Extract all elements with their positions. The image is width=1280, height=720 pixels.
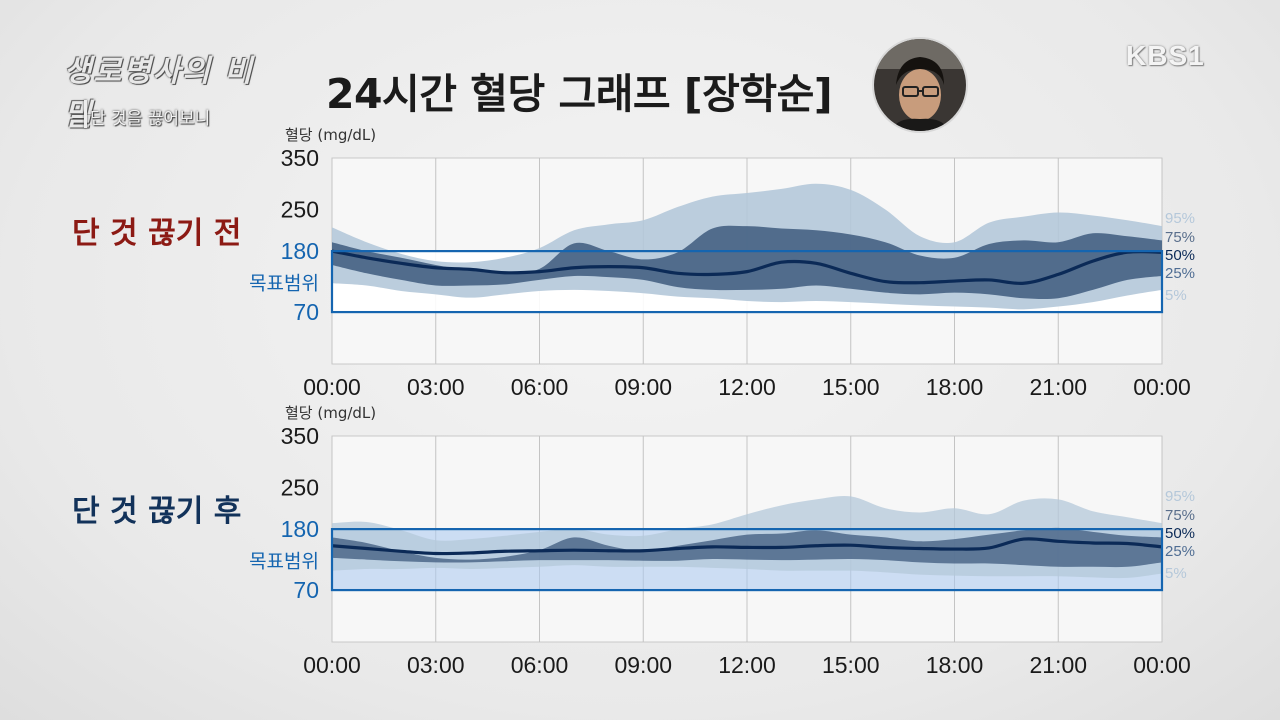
percentile-label: 5%	[1165, 565, 1187, 582]
y-axis-label: 혈당 (mg/dL)	[285, 126, 376, 144]
x-tick-label: 15:00	[822, 652, 880, 678]
percentile-label: 75%	[1165, 507, 1195, 524]
y-tick-label: 70	[293, 577, 319, 603]
x-tick-label: 09:00	[614, 374, 672, 400]
y-tick-label: 180	[281, 238, 319, 264]
target-range-box	[330, 250, 1164, 314]
y-tick-label: 350	[281, 145, 319, 171]
avatar	[874, 39, 966, 131]
percentile-label: 75%	[1165, 229, 1195, 246]
series-line-median	[331, 537, 1163, 556]
percentile-label: 25%	[1165, 265, 1195, 282]
episode-subtitle: 단 것을 끊어보니	[90, 109, 211, 129]
x-tick-label: 06:00	[511, 374, 569, 400]
percentile-label: 25%	[1165, 543, 1195, 560]
chart-panel-after: 00:00 03:00 06:00 09:00 12:00 15:00 18:00 21:00…	[72, 404, 1195, 678]
percentile-label: 50%	[1165, 525, 1195, 542]
percentile-label: 95%	[1165, 210, 1195, 227]
panel-title: 단 것 끊기 후	[72, 494, 241, 529]
channel-logo: KBS1	[1126, 40, 1205, 71]
logo-divider	[84, 100, 87, 128]
y-tick-label: 250	[281, 197, 319, 223]
x-tick-label: 00:00	[303, 652, 361, 678]
x-tick-label: 00:00	[303, 374, 361, 400]
percentile-label: 95%	[1165, 488, 1195, 505]
series-line-median	[331, 249, 1163, 285]
page-title: 24시간 혈당 그래프 [장학순]	[326, 70, 833, 118]
x-tick-label: 12:00	[718, 374, 776, 400]
x-tick-label: 21:00	[1029, 374, 1087, 400]
percentile-label: 50%	[1165, 247, 1195, 264]
x-tick-label: 03:00	[407, 652, 465, 678]
x-tick-label: 06:00	[511, 652, 569, 678]
panel-title: 단 것 끊기 전	[72, 216, 241, 251]
target-range-label: 목표범위	[249, 273, 319, 295]
person-photo-icon	[874, 39, 966, 131]
x-tick-label: 12:00	[718, 652, 776, 678]
program-logo: 생로병사의 비밀 단 것을 끊어보니	[58, 40, 278, 135]
chart-panel-before: 00:00 03:00 06:00 09:00 12:00 15:00 18:00 21:00…	[72, 126, 1195, 400]
x-tick-label: 15:00	[822, 374, 880, 400]
x-tick-label: 00:00	[1133, 374, 1191, 400]
y-tick-label: 350	[281, 423, 319, 449]
x-tick-label: 09:00	[614, 652, 672, 678]
x-tick-label: 18:00	[926, 652, 984, 678]
x-tick-label: 00:00	[1133, 652, 1191, 678]
x-tick-label: 18:00	[926, 374, 984, 400]
y-tick-label: 180	[281, 516, 319, 542]
y-tick-label: 70	[293, 299, 319, 325]
percentile-label: 5%	[1165, 287, 1187, 304]
program-title: 생로병사의 비밀	[64, 54, 255, 133]
target-range-box	[330, 528, 1164, 592]
y-tick-label: 250	[281, 475, 319, 501]
target-range-label: 목표범위	[249, 551, 319, 573]
x-tick-label: 21:00	[1029, 652, 1087, 678]
y-axis-label: 혈당 (mg/dL)	[285, 404, 376, 422]
x-tick-label: 03:00	[407, 374, 465, 400]
